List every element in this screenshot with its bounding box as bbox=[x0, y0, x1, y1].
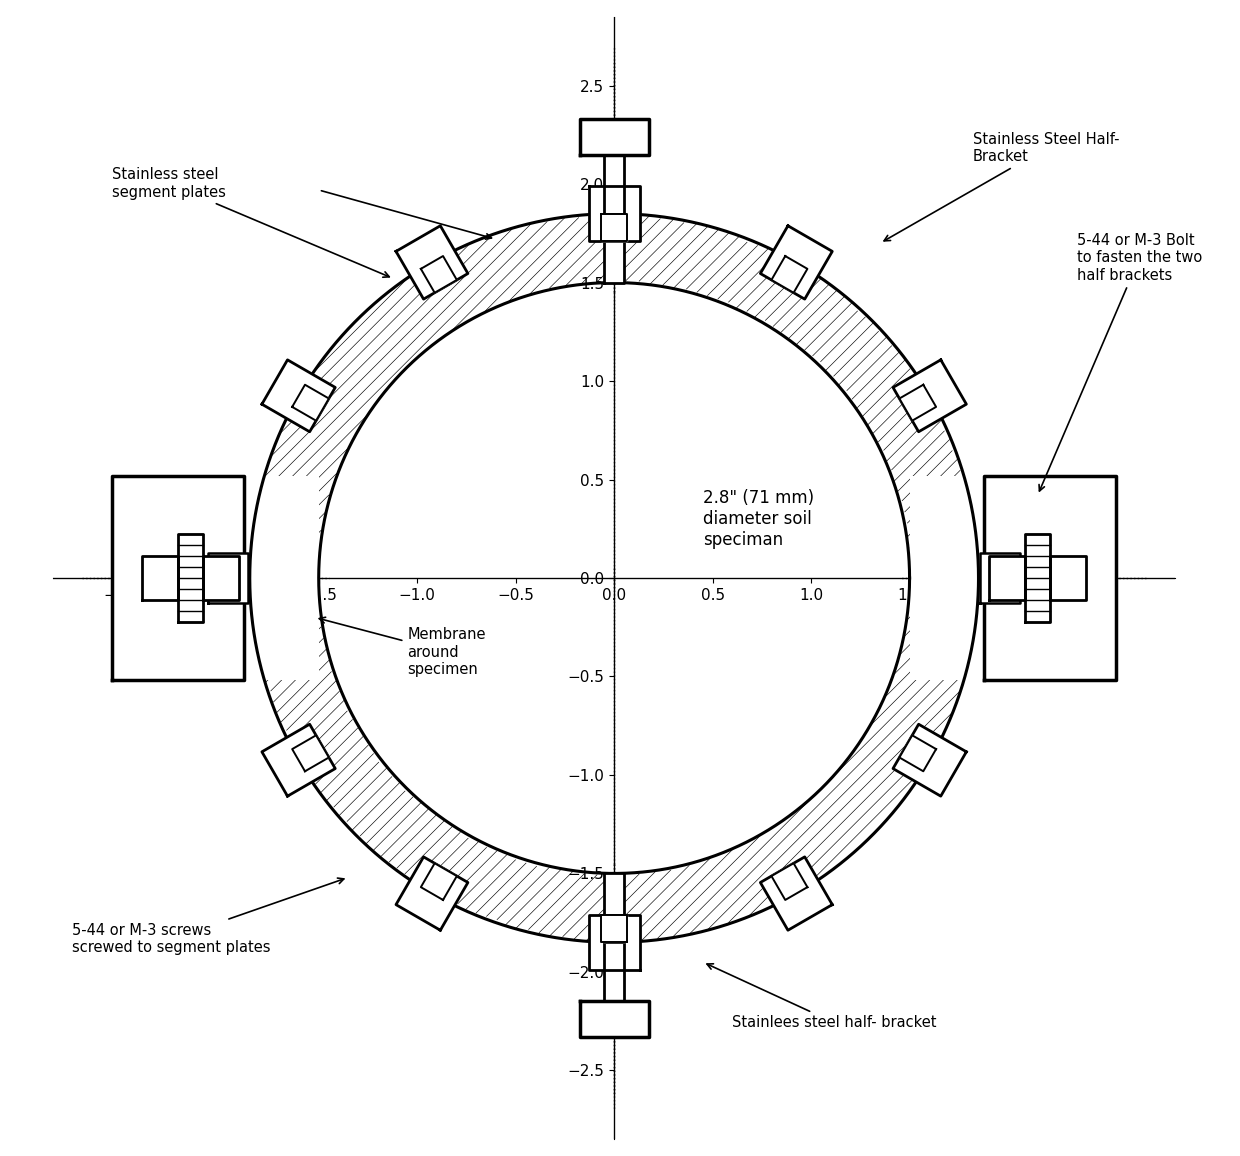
Polygon shape bbox=[893, 724, 966, 796]
Polygon shape bbox=[990, 556, 1024, 600]
Text: 5-44 or M-3 Bolt
to fasten the two
half brackets: 5-44 or M-3 Bolt to fasten the two half … bbox=[1039, 232, 1203, 491]
Polygon shape bbox=[112, 475, 244, 681]
Text: Membrane
around
specimen: Membrane around specimen bbox=[319, 617, 486, 677]
Text: Stainless Steel Half-
Bracket: Stainless Steel Half- Bracket bbox=[884, 132, 1120, 240]
Text: 5-44 or M-3 screws
screwed to segment plates: 5-44 or M-3 screws screwed to segment pl… bbox=[72, 879, 343, 955]
Polygon shape bbox=[604, 942, 624, 1001]
Polygon shape bbox=[893, 360, 966, 432]
Polygon shape bbox=[604, 874, 624, 942]
Polygon shape bbox=[589, 186, 640, 242]
Polygon shape bbox=[143, 556, 177, 600]
Polygon shape bbox=[177, 534, 203, 622]
Polygon shape bbox=[771, 864, 807, 901]
Text: Stainlees steel half- bracket: Stainlees steel half- bracket bbox=[707, 964, 936, 1030]
Polygon shape bbox=[604, 155, 624, 214]
Polygon shape bbox=[985, 475, 1116, 681]
Polygon shape bbox=[760, 857, 832, 931]
Polygon shape bbox=[601, 214, 627, 242]
Polygon shape bbox=[262, 360, 335, 432]
Polygon shape bbox=[396, 225, 467, 299]
Polygon shape bbox=[910, 475, 978, 681]
Polygon shape bbox=[771, 255, 807, 292]
Polygon shape bbox=[262, 724, 335, 796]
Polygon shape bbox=[760, 225, 832, 299]
Polygon shape bbox=[420, 255, 456, 292]
Text: Stainless steel
segment plates: Stainless steel segment plates bbox=[112, 168, 389, 277]
Polygon shape bbox=[249, 475, 319, 681]
Polygon shape bbox=[1024, 534, 1050, 622]
Polygon shape bbox=[589, 914, 640, 970]
Polygon shape bbox=[579, 119, 649, 155]
Polygon shape bbox=[899, 735, 936, 771]
Polygon shape bbox=[579, 1001, 649, 1037]
Polygon shape bbox=[293, 385, 329, 421]
Polygon shape bbox=[604, 214, 624, 282]
Polygon shape bbox=[293, 735, 329, 771]
Polygon shape bbox=[208, 554, 248, 602]
Text: 2.8" (71 mm)
diameter soil
speciman: 2.8" (71 mm) diameter soil speciman bbox=[703, 489, 813, 549]
Polygon shape bbox=[203, 556, 239, 600]
Polygon shape bbox=[1050, 556, 1086, 600]
Polygon shape bbox=[420, 864, 456, 901]
Polygon shape bbox=[601, 914, 627, 942]
Polygon shape bbox=[981, 554, 1019, 602]
Polygon shape bbox=[899, 385, 936, 421]
Polygon shape bbox=[396, 857, 467, 931]
